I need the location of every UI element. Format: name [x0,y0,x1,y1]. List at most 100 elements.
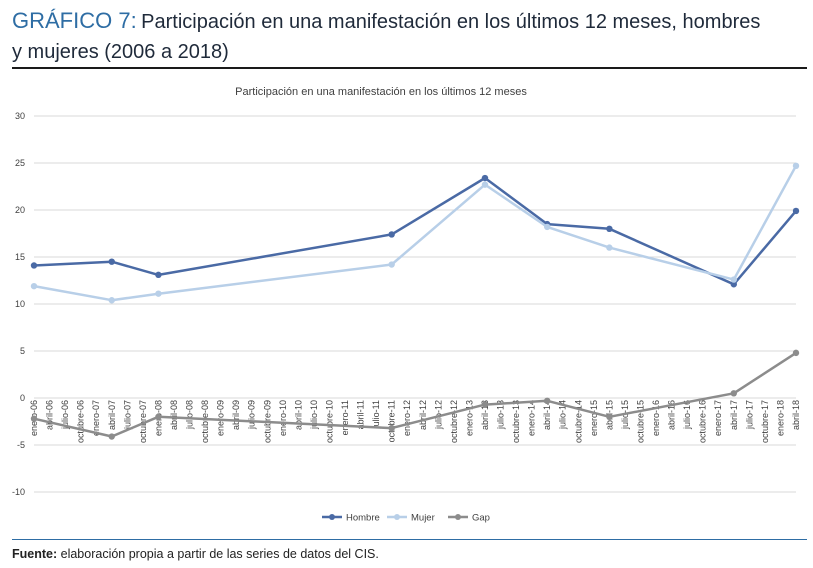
data-point-gap [155,413,162,420]
data-point-gap [730,390,737,397]
legend-item-gap: Gap [448,513,490,524]
data-point-hombre [155,271,162,279]
figure-title-line2: y mujeres (2006 a 2018) [12,41,229,63]
x-tick-label: octubre-12 [449,400,459,443]
data-point-gap [108,433,115,440]
x-tick-label: enero-07 [91,400,101,436]
series-gap [30,349,800,440]
data-point-mujer [388,261,395,268]
x-tick-label: enero-14 [527,400,537,436]
x-tick-label: abril-07 [107,400,117,430]
legend-item-hombre: Hombre [322,513,380,524]
chart-header: GRÁFICO 7: Participación en una manifest… [12,6,802,67]
y-tick-label: 20 [15,205,25,215]
series-hombre [30,174,800,288]
legend-label: Gap [472,513,490,524]
x-tick-label: julio-16 [682,400,692,430]
x-tick-label: julio-07 [122,400,132,430]
y-tick-label: 0 [20,393,25,403]
x-tick-label: julio-09 [247,400,257,430]
y-tick-label: 25 [15,158,25,168]
x-tick-label: enero-15 [589,400,599,436]
x-tick-label: octubre-07 [138,400,148,443]
legend-marker [394,514,400,520]
legend-label: Hombre [346,513,380,524]
series-line-mujer [33,165,798,302]
line-chart: Participación en una manifestación en lo… [12,86,801,524]
data-point-hombre [792,207,800,215]
y-tick-label: 5 [20,346,25,356]
x-tick-label: julio-12 [433,400,443,430]
y-tick-label: 30 [15,111,25,121]
footer-divider [12,539,807,540]
x-tick-label: julio-11 [371,400,381,429]
x-tick-label: enero-18 [775,400,785,436]
chart-title: Participación en una manifestación en lo… [235,86,527,98]
x-tick-label: abril-12 [418,400,428,430]
x-tick-label: octubre-11 [387,400,397,442]
data-point-mujer [606,244,613,251]
x-tick-label: julio-17 [744,400,754,430]
legend-item-mujer: Mujer [387,513,435,524]
x-tick-label: enero-09 [216,400,226,436]
x-tick-label: julio-06 [60,400,70,430]
data-point-mujer [108,297,115,304]
series-mujer [30,162,800,304]
x-tick-label: octubre-13 [511,400,521,443]
series-line-hombre [33,176,797,286]
data-point-gap [606,413,613,420]
x-tick-label: abril-16 [667,400,677,430]
x-tick-label: julio-14 [558,400,568,430]
data-point-mujer [792,162,800,170]
legend: Hombre Mujer Gap [322,513,490,524]
data-point-hombre [481,174,489,182]
x-tick-label: abril-14 [542,400,552,430]
x-tick-label: abril-11 [356,400,366,429]
x-axis-ticks: enero-06abril-06julio-06octubre-06enero-… [29,400,801,443]
x-tick-label: octubre-14 [573,400,583,443]
x-tick-label: abril-06 [45,400,55,430]
legend-marker [329,514,335,520]
data-point-mujer [481,181,489,188]
y-tick-label: 10 [15,299,25,309]
x-tick-label: octubre-15 [635,400,645,443]
data-point-gap [543,397,551,405]
x-tick-label: enero-10 [278,400,288,436]
source-note: Fuente: elaboración propia a partir de l… [12,547,379,561]
x-tick-label: julio-13 [496,400,506,430]
y-tick-label: -10 [12,487,25,497]
x-tick-label: octubre-10 [324,400,334,443]
source-text: elaboración propia a partir de las serie… [60,547,379,561]
x-tick-label: enero-11 [340,400,350,435]
legend-marker [455,514,461,520]
data-point-mujer [155,290,162,297]
x-tick-label: abril-10 [293,400,303,430]
x-tick-label: enero-17 [713,400,723,436]
data-point-mujer [543,223,551,231]
x-tick-label: octubre-08 [200,400,210,443]
source-label: Fuente: [12,547,58,561]
data-point-hombre [30,262,38,269]
data-point-gap [792,349,800,357]
x-tick-label: abril-09 [231,400,241,430]
x-tick-label: julio-10 [309,400,319,430]
data-point-gap [481,401,489,408]
figure-number: GRÁFICO 7: [12,8,137,33]
data-point-gap [388,424,395,432]
legend-label: Mujer [411,513,435,524]
data-point-hombre [730,281,737,288]
x-tick-label: octubre-16 [698,400,708,443]
x-tick-label: abril-08 [169,400,179,430]
data-point-mujer [730,276,737,283]
data-point-hombre [388,231,395,238]
header-divider [12,67,807,69]
data-point-hombre [606,225,613,232]
y-axis-ticks: 30 25 20 15 10 5 0 -5 -10 [12,111,25,497]
x-tick-label: enero-12 [402,400,412,436]
x-tick-label: octubre-17 [760,400,770,443]
x-tick-label: abril-17 [729,400,739,430]
title-line-1: GRÁFICO 7: Participación en una manifest… [12,6,802,38]
grid-lines [34,115,796,493]
series-lines [30,162,800,440]
x-tick-label: julio-08 [185,400,195,430]
